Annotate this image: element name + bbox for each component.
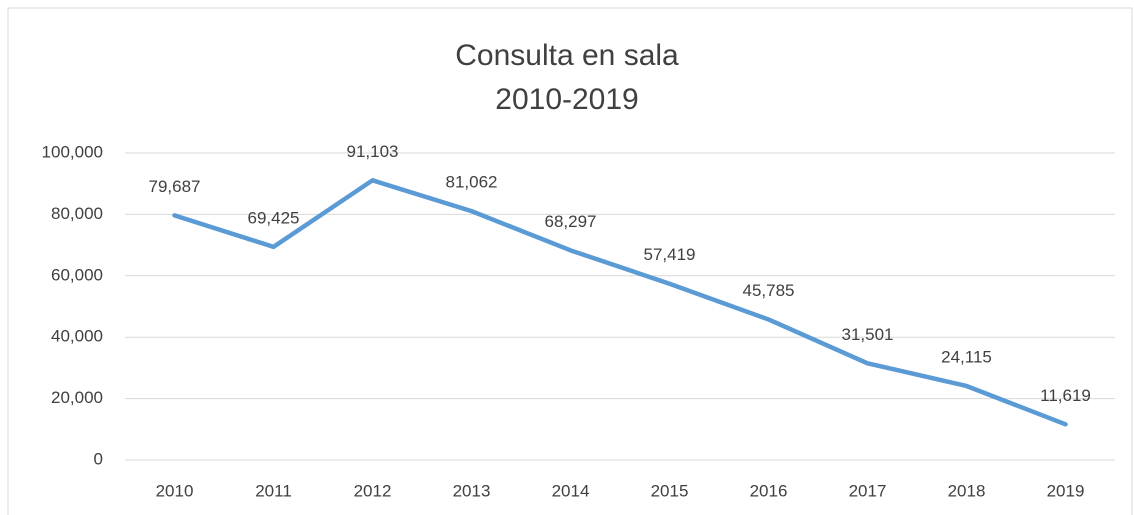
data-label: 11,619	[1040, 386, 1091, 405]
y-tick-label: 60,000	[51, 265, 103, 284]
x-tick-label: 2019	[1047, 481, 1085, 500]
x-tick-label: 2010	[156, 481, 194, 500]
y-tick-label: 20,000	[51, 388, 103, 407]
x-tick-label: 2014	[552, 481, 590, 500]
chart-subtitle: 2010-2019	[495, 83, 638, 116]
data-label: 31,501	[842, 325, 894, 344]
y-tick-label: 0	[94, 449, 103, 468]
y-tick-label: 40,000	[51, 327, 103, 346]
data-label: 79,687	[149, 177, 201, 196]
data-label: 57,419	[644, 245, 696, 264]
data-line	[172, 178, 1068, 427]
data-label: 69,425	[248, 208, 300, 227]
data-label: 68,297	[545, 212, 597, 231]
x-tick-label: 2011	[255, 481, 292, 500]
x-tick-label: 2012	[354, 481, 392, 500]
data-label: 81,062	[446, 173, 498, 192]
y-tick-label: 100,000	[42, 142, 103, 161]
chart-frame	[7, 7, 1133, 515]
x-tick-label: 2013	[453, 481, 491, 500]
x-tick-label: 2018	[948, 481, 986, 500]
data-label: 91,103	[347, 142, 399, 161]
x-tick-label: 2015	[651, 481, 689, 500]
chart-title: Consulta en sala	[455, 39, 679, 72]
x-tick-label: 2017	[849, 481, 887, 500]
x-tick-label: 2016	[750, 481, 788, 500]
data-label: 45,785	[743, 281, 795, 300]
y-tick-label: 80,000	[51, 204, 103, 223]
data-label: 24,115	[941, 347, 992, 366]
